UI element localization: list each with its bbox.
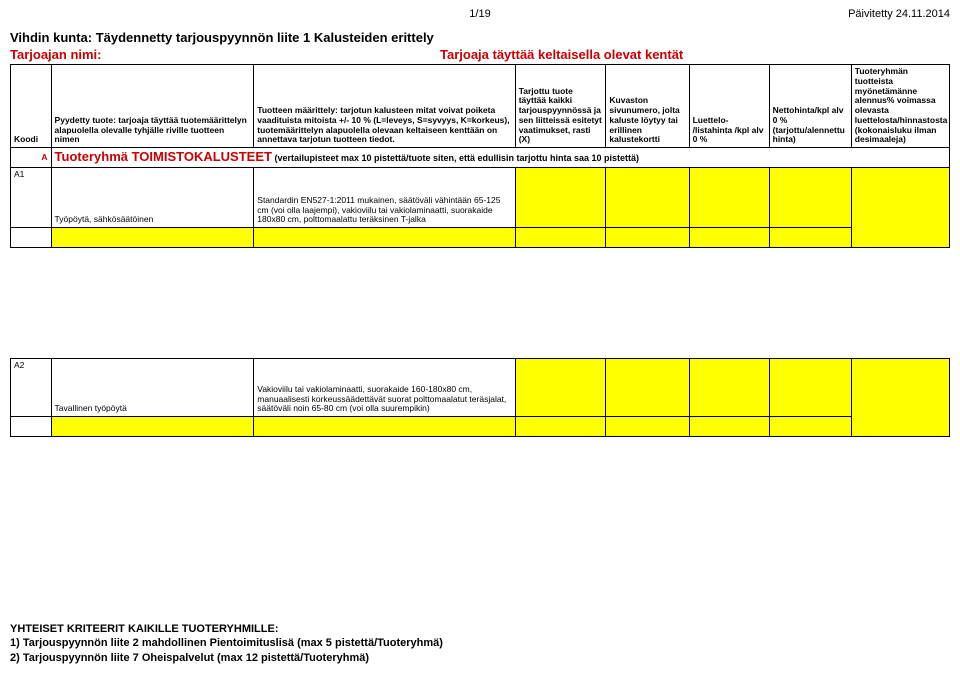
row-a2-spec: A2 Tavallinen työpöytä Vakioviilu tai va… <box>11 359 950 417</box>
a1-input-netto[interactable] <box>769 228 851 248</box>
row-a2-input <box>11 417 950 437</box>
a2-input-tarjottu[interactable] <box>515 417 606 437</box>
a2-kuvasto[interactable] <box>606 359 689 417</box>
a1-spec: Standardin EN527-1:2011 mukainen, säätöv… <box>254 168 515 228</box>
top-bar: 1/19 Päivitetty 24.11.2014 <box>10 8 950 20</box>
group-a-title-cell: Tuoteryhmä TOIMISTOKALUSTEET (vertailupi… <box>51 148 949 168</box>
row-a1-spec: A1 Työpöytä, sähkösäätöinen Standardin E… <box>11 168 950 228</box>
header-row: Koodi Pyydetty tuote: tarjoaja täyttää t… <box>11 65 950 148</box>
a2-input-spec[interactable] <box>254 417 515 437</box>
col-netto: Nettohinta/kpl alv 0 % (tarjottu/alennet… <box>769 65 851 148</box>
group-a-header: A Tuoteryhmä TOIMISTOKALUSTEET (vertailu… <box>11 148 950 168</box>
a2-luettelo[interactable] <box>689 359 769 417</box>
updated-date: Päivitetty 24.11.2014 <box>640 8 950 20</box>
footer-line-2: 2) Tarjouspyynnön liite 7 Oheispalvelut … <box>10 651 443 665</box>
a1-code: A1 <box>11 168 52 228</box>
col-kuvasto: Kuvaston sivunumero, jolta kaluste löyty… <box>606 65 689 148</box>
a1-input-spec[interactable] <box>254 228 515 248</box>
a2-code: A2 <box>11 359 52 417</box>
a2-input-code <box>11 417 52 437</box>
a1-input-tarjottu[interactable] <box>515 228 606 248</box>
main-table: Koodi Pyydetty tuote: tarjoaja täyttää t… <box>10 64 950 248</box>
footer-criteria: YHTEISET KRITEERIT KAIKILLE TUOTERYHMILL… <box>10 622 443 665</box>
row-a1-input <box>11 228 950 248</box>
a2-tarjottu[interactable] <box>515 359 606 417</box>
bidder-instruction: Tarjoaja täyttää keltaisella olevat kent… <box>440 47 683 62</box>
a2-table: A2 Tavallinen työpöytä Vakioviilu tai va… <box>10 358 950 437</box>
a2-input-netto[interactable] <box>769 417 851 437</box>
subtitle-row: Tarjoajan nimi: Tarjoaja täyttää keltais… <box>10 47 950 62</box>
a2-input-name[interactable] <box>51 417 254 437</box>
a2-name: Tavallinen työpöytä <box>51 359 254 417</box>
bidder-label: Tarjoajan nimi: <box>10 47 440 62</box>
footer-heading: YHTEISET KRITEERIT KAIKILLE TUOTERYHMILL… <box>10 622 443 636</box>
col-pyydetty: Pyydetty tuote: tarjoaja täyttää tuotemä… <box>51 65 254 148</box>
footer-line-1: 1) Tarjouspyynnön liite 2 mahdollinen Pi… <box>10 636 443 650</box>
col-tarjottu: Tarjottu tuote täyttää kaikki tarjouspyy… <box>515 65 606 148</box>
a2-netto[interactable] <box>769 359 851 417</box>
a1-kuvasto[interactable] <box>606 168 689 228</box>
page-number: 1/19 <box>320 8 640 20</box>
a1-name: Työpöytä, sähkösäätöinen <box>51 168 254 228</box>
a2-input-luettelo[interactable] <box>689 417 769 437</box>
a1-input-code <box>11 228 52 248</box>
a1-input-name[interactable] <box>51 228 254 248</box>
a2-code-text: A2 <box>14 360 24 370</box>
a1-luettelo[interactable] <box>689 168 769 228</box>
a1-input-kuvasto[interactable] <box>606 228 689 248</box>
group-a-note: (vertailupisteet max 10 pistettä/tuote s… <box>272 153 639 163</box>
a1-alennus[interactable] <box>851 168 949 248</box>
a1-code-text: A1 <box>14 169 24 179</box>
col-mitat: Tuotteen määrittely: tarjotun kalusteen … <box>254 65 515 148</box>
group-a-title: Tuoteryhmä TOIMISTOKALUSTEET <box>55 149 272 164</box>
a2-alennus[interactable] <box>851 359 949 437</box>
a1-input-luettelo[interactable] <box>689 228 769 248</box>
a2-input-kuvasto[interactable] <box>606 417 689 437</box>
a1-tarjottu[interactable] <box>515 168 606 228</box>
col-luettelo: Luettelo- /listahinta /kpl alv 0 % <box>689 65 769 148</box>
col-alennus: Tuoteryhmän tuotteista myönetämänne alen… <box>851 65 949 148</box>
a1-netto[interactable] <box>769 168 851 228</box>
document-title: Vihdin kunta: Täydennetty tarjouspyynnön… <box>10 30 950 45</box>
col-mitat-text: Tuotteen määrittely: tarjotun kalusteen … <box>257 105 509 144</box>
col-koodi: Koodi <box>11 65 52 148</box>
group-a-code: A <box>11 148 52 168</box>
a2-spec: Vakioviilu tai vakiolaminaatti, suorakai… <box>254 359 515 417</box>
